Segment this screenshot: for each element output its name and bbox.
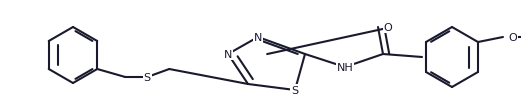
Text: O: O [383,23,392,33]
Text: O: O [508,33,517,43]
Text: S: S [291,85,299,95]
Text: NH: NH [337,62,353,72]
Text: S: S [144,72,151,82]
Text: N: N [254,33,262,43]
Text: N: N [224,50,232,59]
